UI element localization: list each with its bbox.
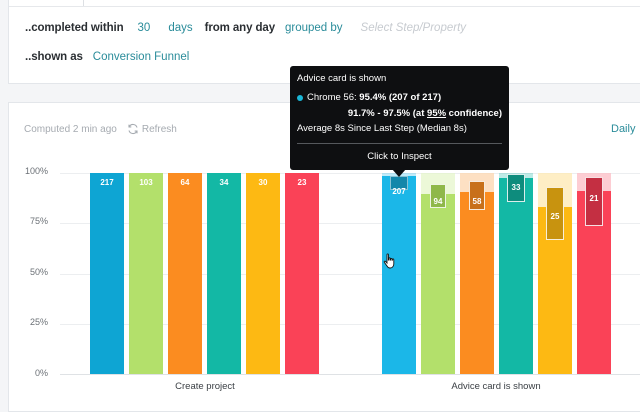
completed-within-label: ..completed within: [25, 22, 124, 34]
tooltip-confidence: 91.7% - 97.5% (at 95% confidence): [348, 108, 502, 119]
tooltip-series-name: Chrome 56:: [307, 92, 357, 103]
refresh-label: Refresh: [141, 123, 177, 135]
interval-select[interactable]: Daily: [611, 123, 636, 135]
bar-create-project-6[interactable]: 23: [285, 173, 319, 374]
bar-advice-card-2[interactable]: [421, 194, 455, 374]
ci-level[interactable]: 95%: [427, 108, 447, 119]
bar-count: 30: [258, 178, 268, 187]
confidence-box: 25: [546, 187, 564, 240]
completed-within-value[interactable]: 30: [137, 22, 151, 34]
y-tick: 75%: [29, 216, 48, 226]
x-axis: [60, 374, 640, 375]
tooltip-title: Advice card is shown: [297, 73, 387, 84]
shown-as-label: ..shown as: [25, 51, 83, 63]
bar-count: 217: [100, 178, 114, 187]
refresh-icon: [128, 123, 138, 135]
series-dot-icon: [297, 94, 303, 101]
bar-count: 25: [550, 212, 560, 221]
tooltip-series-value: 95.4% (207 of 217): [359, 92, 442, 103]
chart-tooltip[interactable]: Advice card is shown Chrome 56: 95.4% (2…: [290, 66, 509, 177]
x-label-create-project: Create project: [175, 381, 235, 392]
gridline: [60, 274, 640, 275]
bar-count: 207: [392, 187, 406, 196]
bar-count: 21: [589, 194, 599, 203]
bar-count: 34: [219, 178, 229, 187]
bar-create-project-1[interactable]: 217: [90, 173, 124, 374]
confidence-box: 21: [585, 177, 603, 226]
bar-count: 94: [433, 197, 443, 206]
bar-count: 103: [139, 178, 153, 187]
y-tick: 100%: [24, 166, 48, 176]
y-tick: 25%: [29, 317, 48, 327]
y-tick: 0%: [34, 368, 48, 378]
confidence-box: 94: [430, 184, 446, 208]
divider: [83, 0, 84, 7]
divider: [9, 6, 640, 7]
x-label-advice-card: Advice card is shown: [451, 381, 541, 392]
confidence-box: 58: [469, 181, 485, 210]
bar-count: 58: [472, 197, 482, 206]
click-to-inspect-button[interactable]: Click to Inspect: [367, 151, 432, 162]
bar-count: 33: [511, 183, 521, 192]
shown-as-row: ..shown as Conversion Funnel: [25, 51, 207, 63]
grouped-by-label: grouped by: [285, 22, 343, 34]
computed-status: Computed 2 min ago Refresh: [24, 123, 177, 135]
ci-suffix: confidence): [446, 108, 502, 119]
gridline: [60, 324, 640, 325]
divider: [297, 143, 502, 144]
completed-within-row: ..completed within 30 days from any day …: [25, 22, 466, 34]
grouped-by-select[interactable]: Select Step/Property: [360, 22, 467, 34]
refresh-button[interactable]: Refresh: [127, 123, 177, 135]
tooltip-average: Average 8s Since Last Step (Median 8s): [297, 123, 467, 134]
bar-count: 23: [297, 178, 307, 187]
bar-advice-card-1[interactable]: 207: [382, 176, 416, 374]
hand-cursor-icon: [383, 253, 395, 269]
tooltip-arrow: [392, 169, 406, 177]
gridline: [60, 173, 640, 174]
bar-advice-card-4[interactable]: [499, 178, 533, 374]
shown-as-select[interactable]: Conversion Funnel: [92, 51, 190, 63]
bar-create-project-4[interactable]: 34: [207, 173, 241, 374]
bar-advice-card-3[interactable]: [460, 192, 494, 374]
y-tick: 50%: [29, 267, 48, 277]
completed-within-unit[interactable]: days: [168, 22, 193, 34]
gridline: [60, 223, 640, 224]
bar-create-project-5[interactable]: 30: [246, 173, 280, 374]
from-any-day-label[interactable]: from any day: [204, 22, 275, 34]
computed-time: Computed 2 min ago: [24, 123, 117, 135]
tooltip-series: Chrome 56: 95.4% (207 of 217): [297, 92, 441, 103]
bar-create-project-3[interactable]: 64: [168, 173, 202, 374]
confidence-box: 33: [507, 174, 525, 202]
bar-create-project-2[interactable]: 103: [129, 173, 163, 374]
bar-count: 64: [180, 178, 190, 187]
ci-range: 91.7% - 97.5% (at: [347, 108, 428, 119]
